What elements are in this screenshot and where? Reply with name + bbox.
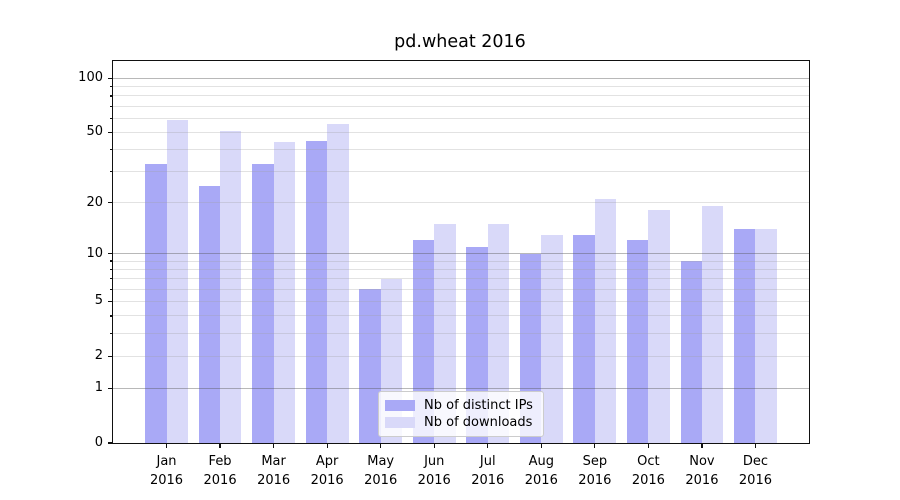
y-tick-minor-30 <box>109 171 113 173</box>
bar-downloads-jan <box>166 119 188 443</box>
y-tick-2 <box>108 355 113 357</box>
legend: Nb of distinct IPs Nb of downloads <box>378 391 544 437</box>
bar-distinct-ips-oct <box>626 240 649 443</box>
gridline-minor-50 <box>113 131 809 133</box>
y-tick-minor-90 <box>109 86 113 88</box>
legend-label-distinct-ips: Nb of distinct IPs <box>424 398 533 413</box>
bar-distinct-ips-dec <box>734 229 756 443</box>
y-tick-label-100: 100 <box>78 70 103 86</box>
y-tick-minor-8 <box>109 268 113 271</box>
legend-swatch-distinct-ips <box>385 400 415 411</box>
x-tick-label-feb: Feb 2016 <box>203 454 237 488</box>
y-tick-minor-7 <box>109 278 113 280</box>
bar-downloads-apr <box>327 123 349 443</box>
y-tick-label-20: 20 <box>86 194 103 210</box>
legend-item-distinct-ips: Nb of distinct IPs <box>385 397 537 414</box>
bar-distinct-ips-apr <box>305 140 328 443</box>
y-tick-minor-6 <box>109 288 113 290</box>
legend-swatch-downloads <box>385 417 415 428</box>
y-tick-10 <box>108 252 113 255</box>
x-tick-label-apr: Apr 2016 <box>310 454 344 488</box>
bar-downloads-dec <box>755 229 777 443</box>
y-tick-5 <box>108 300 113 303</box>
x-tick-label-sep: Sep 2016 <box>578 454 612 488</box>
x-tick-label-nov: Nov 2016 <box>685 454 719 488</box>
x-tick-oct <box>647 444 650 448</box>
gridline-minor-40 <box>113 149 809 151</box>
gridline-minor-80 <box>113 95 809 97</box>
bar-distinct-ips-nov <box>680 261 702 443</box>
gridline-minor-60 <box>113 117 809 119</box>
bar-distinct-ips-feb <box>198 185 221 443</box>
gridline-minor-90 <box>113 86 809 88</box>
x-tick-may <box>380 444 382 448</box>
plot-area: Nb of distinct IPs Nb of downloads Jan 2… <box>78 60 810 488</box>
x-tick-dec <box>754 444 757 448</box>
bar-downloads-sep <box>594 198 617 443</box>
y-tick-minor-4 <box>109 315 113 317</box>
bar-downloads-nov <box>701 206 724 443</box>
x-tick-label-oct: Oct 2016 <box>631 454 665 488</box>
x-tick-label-jun: Jun 2016 <box>417 454 451 488</box>
legend-item-downloads: Nb of downloads <box>385 414 537 431</box>
bar-distinct-ips-sep <box>573 234 595 443</box>
y-tick-label-1: 1 <box>94 380 103 396</box>
x-tick-jul <box>487 444 489 448</box>
x-tick-label-jan: Jan 2016 <box>149 454 184 488</box>
y-tick-label-50: 50 <box>86 124 103 140</box>
legend-label-downloads: Nb of downloads <box>424 415 533 430</box>
x-tick-aug <box>540 444 542 448</box>
x-tick-sep <box>594 444 596 448</box>
bar-downloads-mar <box>273 142 296 443</box>
bar-distinct-ips-mar <box>252 164 274 443</box>
bar-downloads-feb <box>220 130 242 443</box>
x-tick-jan <box>165 444 168 448</box>
bar-downloads-jun <box>434 224 456 443</box>
chart-title: pd.wheat 2016 <box>394 32 526 52</box>
x-tick-jun <box>433 444 435 448</box>
x-tick-apr <box>326 444 328 448</box>
y-tick-100 <box>108 77 113 80</box>
y-tick-minor-80 <box>109 95 113 97</box>
y-tick-minor-9 <box>109 260 113 262</box>
bar-distinct-ips-may <box>359 289 381 443</box>
y-tick-minor-40 <box>109 149 113 151</box>
x-tick-nov <box>701 444 703 448</box>
x-tick-label-aug: Aug 2016 <box>524 454 558 488</box>
x-tick-label-dec: Dec 2016 <box>738 454 772 488</box>
gridline-minor-30 <box>113 171 809 173</box>
y-tick-minor-70 <box>109 105 113 107</box>
gridline-major-100 <box>113 77 809 79</box>
gridline-minor-70 <box>113 105 809 107</box>
y-tick-label-5: 5 <box>94 293 103 309</box>
x-tick-label-may: May 2016 <box>364 454 398 488</box>
x-tick-mar <box>272 444 275 448</box>
bar-downloads-oct <box>648 210 670 443</box>
bar-downloads-jul <box>487 224 510 443</box>
y-tick-minor-3 <box>109 332 113 335</box>
y-tick-0 <box>108 442 113 444</box>
y-tick-label-2: 2 <box>94 348 103 364</box>
bar-downloads-aug <box>541 234 563 443</box>
bar-distinct-ips-jan <box>145 164 167 443</box>
y-tick-20 <box>108 201 113 204</box>
x-tick-feb <box>219 444 221 448</box>
y-tick-label-0: 0 <box>94 435 103 450</box>
x-tick-label-jul: Jul 2016 <box>471 454 505 488</box>
y-tick-label-10: 10 <box>86 245 103 261</box>
x-tick-label-mar: Mar 2016 <box>257 454 291 488</box>
y-tick-1 <box>108 387 113 389</box>
y-tick-50 <box>108 131 113 134</box>
y-tick-minor-60 <box>109 117 113 119</box>
